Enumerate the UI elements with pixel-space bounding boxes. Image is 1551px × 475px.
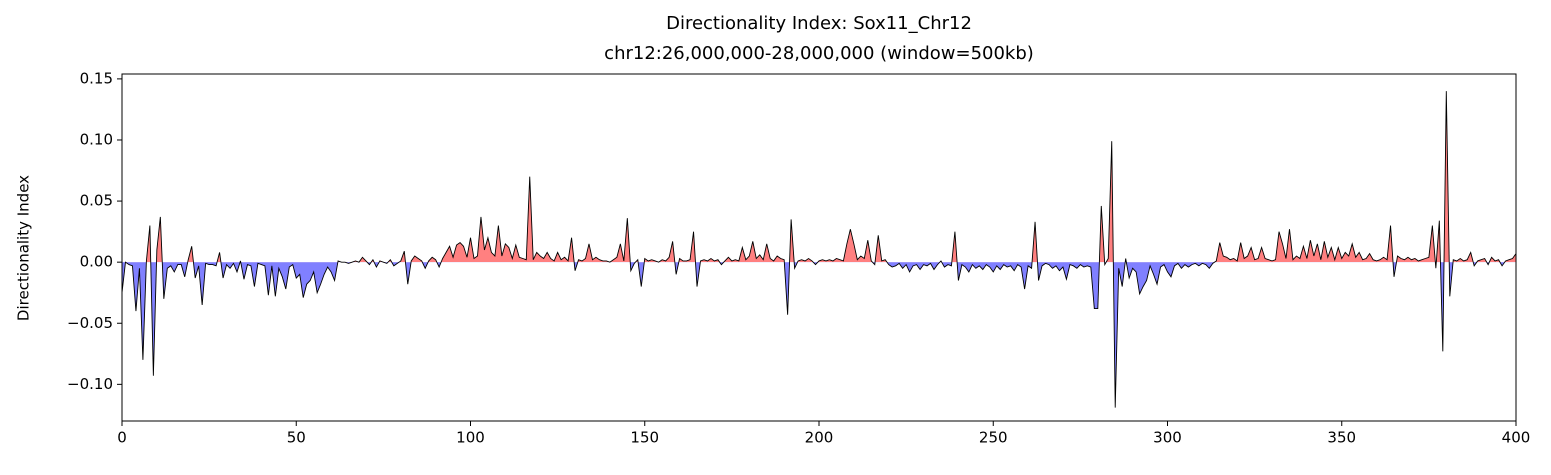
y-axis-label: Directionality Index: [15, 175, 33, 321]
positive-area: [125, 91, 1516, 263]
negative-area: [122, 262, 1516, 408]
x-tick-label: 0: [117, 429, 127, 447]
x-tick-label: 100: [456, 429, 485, 447]
x-tick-label: 250: [979, 429, 1008, 447]
y-tick-label: −0.05: [67, 314, 113, 332]
y-tick-label: 0.15: [80, 69, 113, 87]
chart-title: Directionality Index: Sox11_Chr12: [666, 13, 972, 34]
y-tick-label: 0.05: [80, 192, 113, 210]
x-tick-label: 50: [287, 429, 306, 447]
di-line: [122, 91, 1516, 408]
y-tick-label: 0.00: [80, 253, 113, 271]
y-tick-label: 0.10: [80, 130, 113, 148]
y-tick-label: −0.10: [67, 375, 113, 393]
x-tick-label: 300: [1153, 429, 1182, 447]
plot-frame: [121, 73, 1517, 422]
x-tick-label: 200: [805, 429, 834, 447]
x-tick-label: 350: [1327, 429, 1356, 447]
chart-subtitle: chr12:26,000,000-28,000,000 (window=500k…: [604, 43, 1034, 64]
x-tick-label: 400: [1502, 429, 1531, 447]
x-tick-label: 150: [630, 429, 659, 447]
